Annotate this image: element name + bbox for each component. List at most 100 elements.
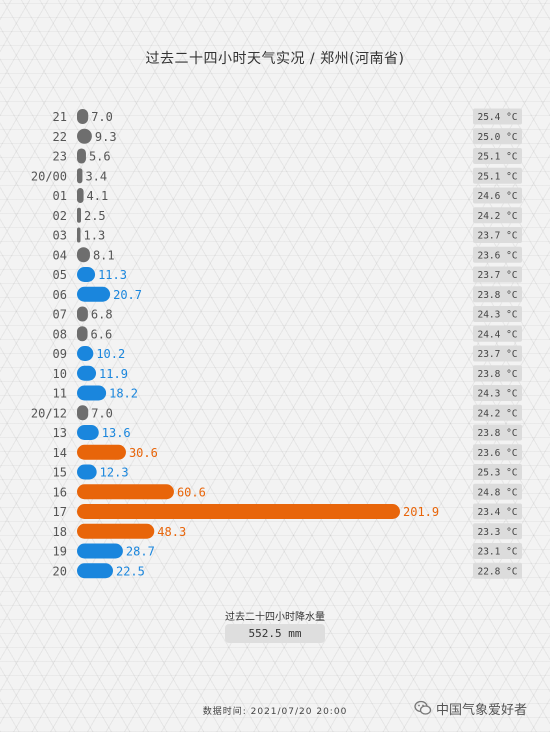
hour-label: 10 [53,367,67,381]
bar-value-label: 201.9 [403,505,439,519]
temperature-value: 25.1 °C [477,171,517,182]
temperature-badge [473,424,522,441]
temperature-value: 25.4 °C [477,112,517,123]
hour-label: 07 [53,308,67,322]
watermark-text: 中国气象爱好者 [436,702,528,718]
temperature-badge [473,128,522,145]
temperature-badge [473,167,522,184]
bar-value-label: 22.5 [116,564,145,578]
hour-label: 02 [53,209,67,223]
temperature-value: 24.2 °C [477,211,517,222]
temperature-badge [473,404,522,421]
precipitation-bar [77,286,111,302]
hour-label: 21 [53,110,67,124]
temperature-value: 25.3 °C [477,468,517,479]
hour-label: 13 [53,426,67,440]
hour-label: 20 [53,564,67,578]
precipitation-bar [77,306,88,322]
precipitation-bar [77,405,89,421]
temperature-badge [473,523,522,540]
temperature-value: 23.6 °C [477,250,517,261]
hour-label: 01 [53,189,67,203]
bar-value-label: 7.0 [91,406,113,420]
hour-label: 05 [53,268,67,282]
bar-value-label: 6.8 [91,308,113,322]
precipitation-bar [77,109,89,124]
hour-label: 09 [53,347,67,361]
temperature-value: 23.8 °C [477,369,517,380]
hour-label: 11 [53,387,67,401]
precipitation-bar [77,385,107,401]
bar-value-label: 11.9 [99,367,128,381]
temperature-value: 24.2 °C [477,408,517,419]
temperature-value: 23.1 °C [477,547,517,558]
temperature-value: 23.6 °C [477,448,517,459]
temperature-value: 24.4 °C [477,329,517,340]
temperature-badge [473,345,522,362]
hour-label: 14 [53,446,67,460]
total-precipitation-label: 过去二十四小时降水量 [225,612,325,623]
bar-value-label: 28.7 [126,545,155,559]
wechat-icon [414,700,432,715]
temperature-badge [473,227,522,243]
temperature-value: 24.6 °C [477,191,517,202]
data-time-value: 2021/07/20 20:00 [250,707,348,717]
bar-value-label: 20.7 [113,288,142,302]
temperature-value: 23.7 °C [477,231,517,242]
temperature-badge [473,385,522,401]
precipitation-bar [77,523,155,539]
precipitation-bar [77,207,81,223]
bar-value-label: 8.1 [93,248,115,262]
bar-value-label: 18.2 [109,387,138,401]
hour-label: 20/12 [31,406,67,420]
temperature-value: 23.7 °C [477,270,517,281]
bar-value-label: 13.6 [102,426,131,440]
precipitation-bar [77,247,90,263]
temperature-badge [473,444,522,461]
temperature-value: 23.8 °C [477,290,517,301]
precipitation-bar [77,425,99,440]
temperature-badge [473,266,522,283]
precipitation-bar [77,365,97,381]
bar-value-label: 30.6 [129,446,158,460]
temperature-badge [473,543,522,559]
bar-value-label: 9.3 [95,130,117,144]
temperature-value: 25.1 °C [477,152,517,163]
temperature-badge [473,108,522,125]
precipitation-bar [77,464,97,480]
temperature-badge [473,503,522,520]
total-precipitation-value: 552.5 mm [225,624,325,643]
precipitation-bar [77,128,92,144]
temperature-badge [473,246,522,263]
temperature-badge [473,148,522,164]
temperature-value: 24.8 °C [477,487,517,498]
bar-value-label: 10.2 [96,347,125,361]
bar-value-label: 60.6 [177,485,206,499]
hour-label: 22 [53,130,67,144]
temperature-value: 23.3 °C [477,527,517,538]
hour-label: 06 [53,288,67,302]
temperature-badge [473,562,522,579]
precipitation-bar [77,444,126,460]
watermark: 中国气象爱好者 [414,698,527,718]
precipitation-bar [77,326,88,342]
precipitation-bar [77,543,123,559]
precipitation-bar [77,267,96,282]
hour-label: 20/00 [31,169,67,183]
bar-value-label: 48.3 [157,525,186,539]
temperature-value: 25.0 °C [477,132,517,143]
hour-label: 15 [53,466,67,480]
bar-value-label: 2.5 [84,209,106,223]
temperature-value: 23.4 °C [477,507,517,518]
hour-label: 08 [53,327,67,341]
bar-value-label: 4.1 [87,189,109,203]
temperature-badge [473,306,522,322]
bar-value-label: 1.3 [84,229,106,243]
bar-value-label: 5.6 [89,150,111,164]
bar-value-label: 12.3 [100,466,129,480]
temperature-badge [473,325,522,342]
temperature-badge [473,207,522,224]
precipitation-bar [77,188,84,203]
hour-label: 17 [53,505,67,519]
precipitation-bar [77,504,400,519]
